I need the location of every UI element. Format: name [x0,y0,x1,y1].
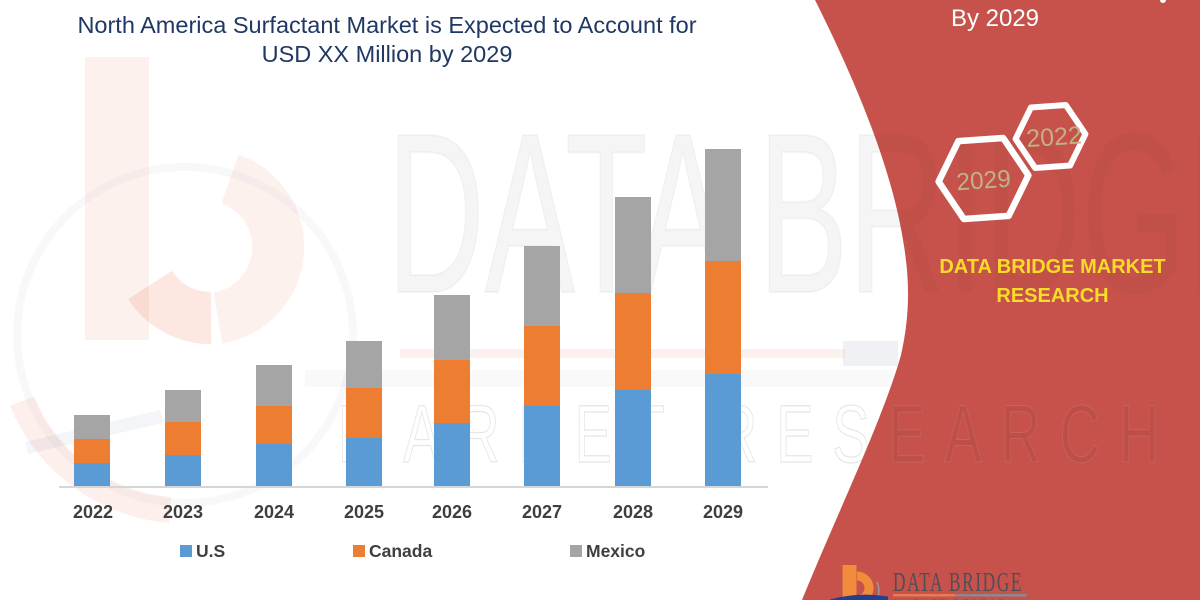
svg-text:MARKET RESEARCH: MARKET RESEARCH [894,598,1026,600]
svg-text:2022: 2022 [1025,121,1082,153]
svg-text:2029: 2029 [956,166,1012,197]
svg-text:DATA BRIDGE: DATA BRIDGE [893,566,1023,597]
